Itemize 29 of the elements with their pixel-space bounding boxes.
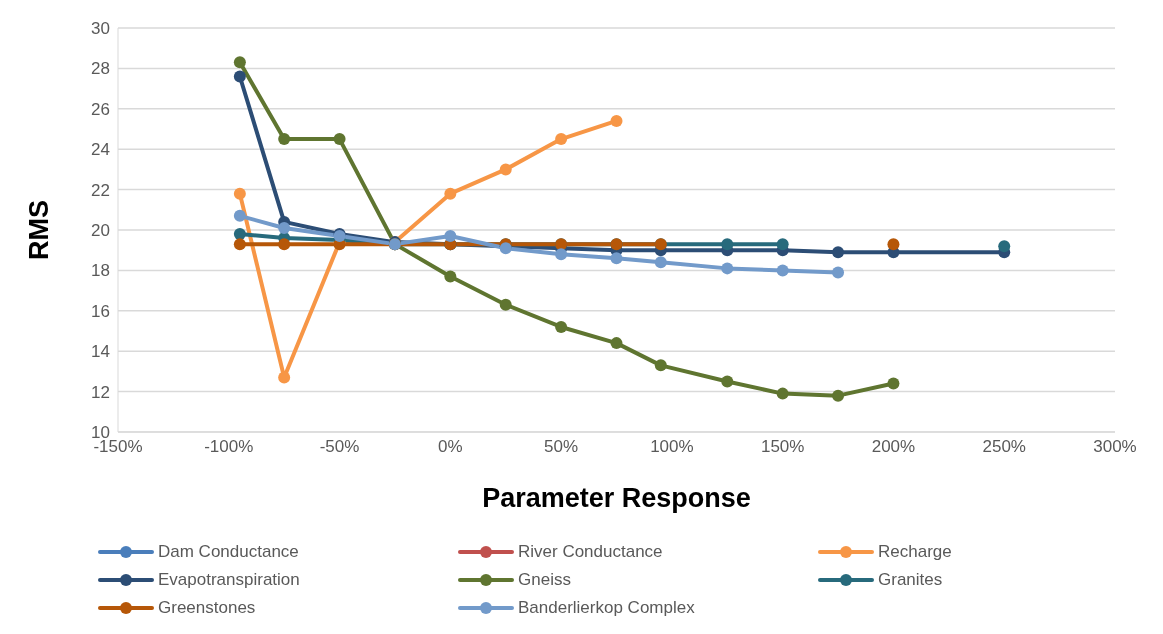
y-tick-label: 18 xyxy=(91,261,110,281)
y-tick-label: 30 xyxy=(91,19,110,39)
x-tick-label: 100% xyxy=(650,437,694,457)
y-tick-label: 22 xyxy=(91,180,110,200)
legend-label: Banderlierkop Complex xyxy=(518,598,695,618)
y-tick-label: 24 xyxy=(91,140,110,160)
y-tick-label: 12 xyxy=(91,382,110,402)
legend-label: Dam Conductance xyxy=(158,542,299,562)
legend-label: River Conductance xyxy=(518,542,663,562)
x-tick-label: 200% xyxy=(871,437,916,457)
y-axis-title: RMS xyxy=(23,200,54,260)
y-tick-label: 20 xyxy=(91,221,110,241)
x-tick-label: 150% xyxy=(760,437,805,457)
legend-label: Evapotranspiration xyxy=(158,570,300,590)
x-tick-label: 0% xyxy=(438,437,463,457)
legend-label: Granites xyxy=(878,570,943,590)
x-tick-label: 300% xyxy=(1093,437,1137,457)
x-tick-label: 250% xyxy=(982,437,1026,457)
x-axis-title: Parameter Response xyxy=(482,483,751,513)
x-tick-label: 50% xyxy=(544,437,579,457)
legend-label: Gneiss xyxy=(518,570,571,590)
y-tick-label: 14 xyxy=(91,342,110,362)
x-tick-label: -50% xyxy=(319,437,360,457)
legend-label: Recharge xyxy=(878,542,952,562)
y-tick-label: 16 xyxy=(91,301,110,321)
y-tick-label: 28 xyxy=(91,59,110,79)
legend-label: Greenstones xyxy=(158,598,256,618)
x-tick-label: -100% xyxy=(204,437,254,457)
y-tick-label: 26 xyxy=(91,99,110,119)
